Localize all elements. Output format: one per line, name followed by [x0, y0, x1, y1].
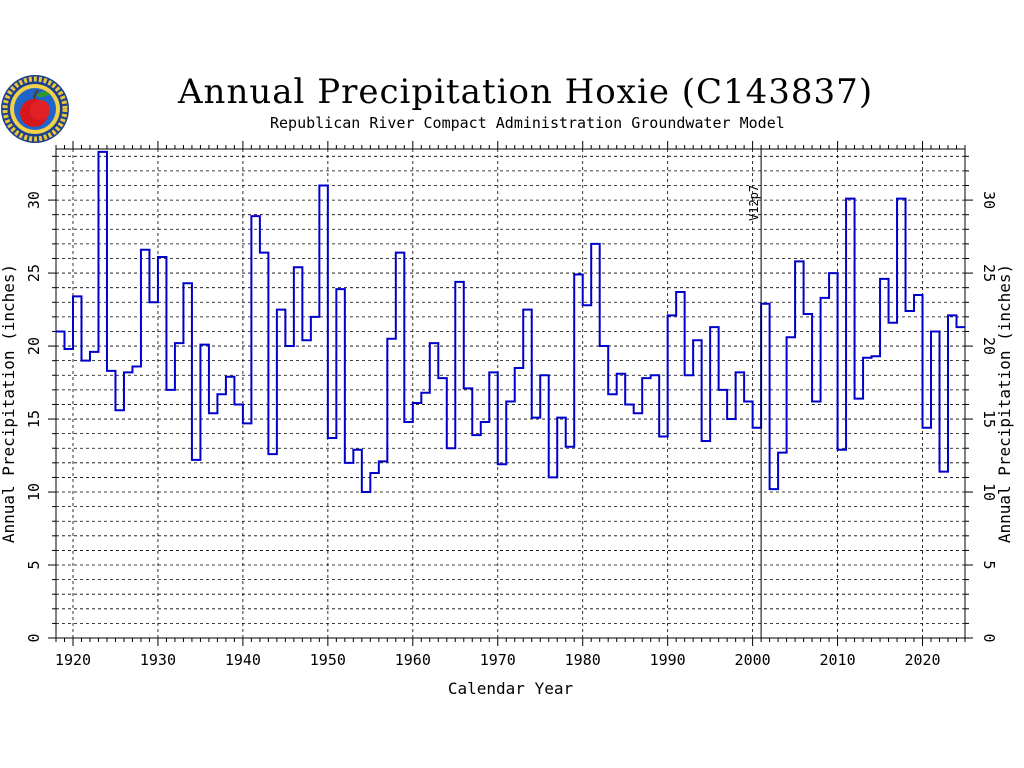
- agency-seal-logo: [1, 75, 69, 143]
- y-axis-label-left: Annual Precipitation (inches): [0, 264, 18, 543]
- x-tick-label: 1990: [650, 651, 686, 669]
- y-tick-label-left: 5: [25, 560, 43, 569]
- y-tick-label-left: 0: [25, 633, 43, 642]
- x-tick-label: 2020: [904, 651, 940, 669]
- y-tick-label-left: 20: [25, 337, 43, 355]
- x-tick-label: 1950: [310, 651, 346, 669]
- model-version-annotation: V12p7: [747, 185, 761, 221]
- plot-frame: [55, 148, 966, 639]
- x-tick-label: 2000: [735, 651, 771, 669]
- y-tick-label-right: 15: [980, 410, 998, 428]
- x-tick-label: 1940: [225, 651, 261, 669]
- x-tick-label: 1920: [55, 651, 91, 669]
- x-tick-label: 1980: [565, 651, 601, 669]
- y-tick-label-right: 30: [980, 191, 998, 209]
- y-axis-label-right: Annual Precipitation (inches): [995, 264, 1014, 543]
- x-tick-label: 1930: [140, 651, 176, 669]
- y-tick-label-left: 15: [25, 410, 43, 428]
- precipitation-step-line: [56, 150, 965, 494]
- x-tick-label: 1970: [480, 651, 516, 669]
- x-axis: 1920 1930 1940 1950 1960 1970 1980 1990 2000 2010…: [55, 141, 966, 669]
- chart-subtitle: Republican River Compact Administration …: [270, 114, 785, 132]
- chart-title: Annual Precipitation Hoxie (C143837): [178, 72, 874, 112]
- x-tick-label: 1960: [395, 651, 431, 669]
- y-tick-label-right: 25: [980, 264, 998, 282]
- y-axis-right: 0 5 10 15 20 25 30: [965, 155, 998, 643]
- y-tick-label-right: 20: [980, 337, 998, 355]
- y-tick-label-left: 10: [25, 483, 43, 501]
- y-tick-label-left: 30: [25, 191, 43, 209]
- y-tick-label-right: 5: [980, 560, 998, 569]
- y-axis-left: 0 5 10 15 20 25 30: [25, 155, 56, 643]
- y-tick-label-right: 10: [980, 483, 998, 501]
- x-axis-label: Calendar Year: [448, 679, 574, 698]
- horizontal-gridlines: [56, 155, 965, 624]
- y-tick-label-left: 25: [25, 264, 43, 282]
- x-tick-label: 2010: [820, 651, 856, 669]
- y-tick-label-right: 0: [980, 633, 998, 642]
